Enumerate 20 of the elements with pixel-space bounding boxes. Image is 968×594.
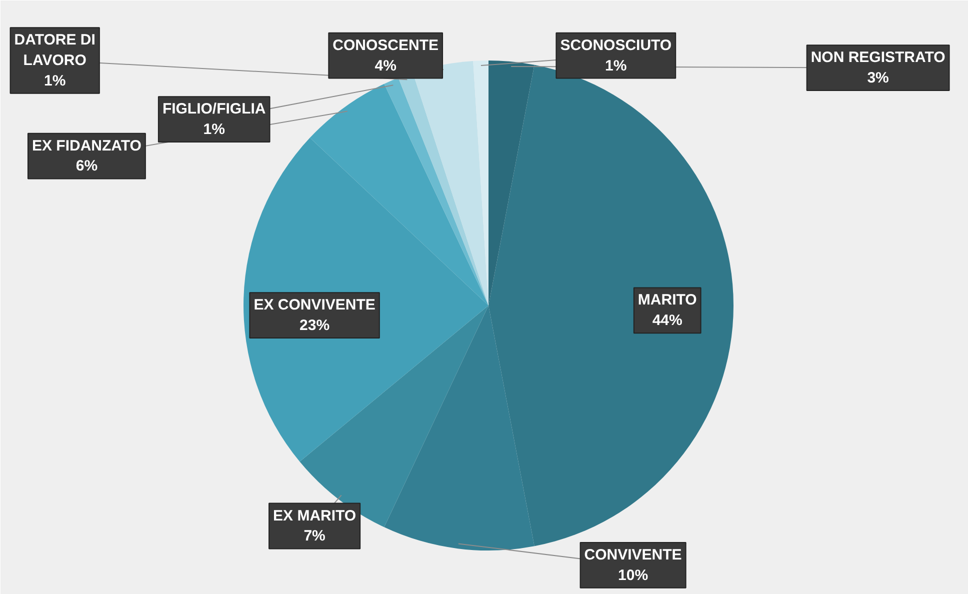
slice-label: EX MARITO bbox=[273, 507, 356, 524]
data-label: 23% bbox=[300, 317, 330, 334]
data-label: 44% bbox=[652, 312, 682, 330]
data-label: 1% bbox=[605, 57, 627, 74]
data-label: 1% bbox=[203, 121, 225, 138]
data-label: 10% bbox=[618, 566, 648, 584]
slice-label: SCONOSCIUTO bbox=[560, 36, 672, 54]
data-label: 6% bbox=[76, 158, 98, 175]
data-label: 4% bbox=[374, 57, 396, 74]
data-label: 3% bbox=[867, 70, 889, 87]
slice-label: EX FIDANZATO bbox=[32, 137, 142, 154]
slice-label: CONVIVENTE bbox=[584, 546, 682, 564]
slice-label: EX CONVIVENTE bbox=[254, 296, 376, 314]
slice-label: FIGLIO/FIGLIA bbox=[162, 100, 266, 118]
slice-label: MARITO bbox=[638, 292, 698, 309]
slice-label: DATORE DI LAVORO bbox=[14, 32, 96, 69]
data-label: 1% bbox=[44, 72, 66, 90]
slice-label: NON REGISTRATO bbox=[810, 49, 946, 66]
data-label: 7% bbox=[304, 528, 326, 545]
slice-label: CONOSCENTE bbox=[332, 36, 439, 54]
